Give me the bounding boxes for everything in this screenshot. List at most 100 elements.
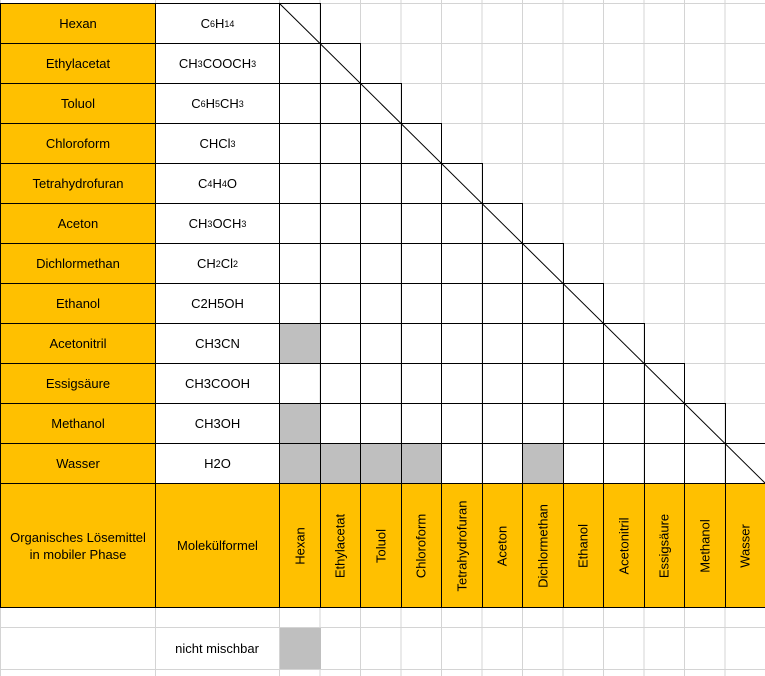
matrix-cell [603,443,645,484]
column-header-label: Essigsäure [656,513,672,578]
solvent-name-cell: Hexan [0,3,156,44]
matrix-cell [643,403,685,444]
matrix-cell [360,203,402,244]
solvent-name-cell: Aceton [0,203,156,244]
matrix-cell [481,323,523,364]
column-header-label: Tetrahydrofuran [454,499,470,592]
matrix-cell [400,123,442,164]
column-header-label: Aceton [494,525,510,566]
matrix-cell [562,323,604,364]
formula-cell: CH 3 COOCH 3 [155,43,280,84]
legend-swatch [280,628,321,669]
matrix-cell [400,163,442,204]
immiscible-cell [400,443,442,484]
column-header-label: Toluol [373,528,389,563]
solvent-name-cell: Tetrahydrofuran [0,163,156,204]
matrix-cell [643,443,685,484]
column-header: Acetonitril [603,483,645,608]
column-header-label: Chloroform [413,513,429,578]
matrix-cell [400,403,442,444]
column-header-label: Hexan [292,526,308,565]
matrix-cell [684,403,726,444]
matrix-cell [279,123,321,164]
immiscible-cell [360,443,402,484]
immiscible-cell [319,443,361,484]
solvent-name-cell: Methanol [0,403,156,444]
solvent-name-cell: Wasser [0,443,156,484]
matrix-cell [481,363,523,404]
matrix-cell [279,363,321,404]
matrix-cell [279,3,321,44]
column-header: Aceton [481,483,523,608]
header-formula-label: Molekülformel [155,483,280,608]
matrix-cell [319,323,361,364]
column-header-label: Ethanol [575,523,591,568]
matrix-cell [319,83,361,124]
formula-cell: C 6 H 14 [155,3,280,44]
formula-cell: CHCl 3 [155,123,280,164]
matrix-cell [522,403,564,444]
solvent-name-cell: Chloroform [0,123,156,164]
matrix-cell [562,283,604,324]
matrix-cell [279,283,321,324]
formula-cell: CH3COOH [155,363,280,404]
matrix-cell [319,203,361,244]
solvent-name-cell: Ethanol [0,283,156,324]
matrix-cell [603,403,645,444]
matrix-cell [319,243,361,284]
matrix-cell [441,283,483,324]
matrix-cell [562,443,604,484]
matrix-cell [481,243,523,284]
matrix-cell [684,443,726,484]
matrix-cell [279,163,321,204]
matrix-cell [360,403,402,444]
column-header: Methanol [684,483,726,608]
matrix-cell [481,443,523,484]
matrix-cell [441,403,483,444]
matrix-cell [360,363,402,404]
column-header-label: Methanol [697,518,713,573]
matrix-cell [360,243,402,284]
matrix-cell [603,363,645,404]
formula-cell: C2H5OH [155,283,280,324]
immiscible-cell [522,443,564,484]
matrix-cell [319,363,361,404]
column-header-label: Ethylacetat [332,513,348,578]
matrix-cell [441,323,483,364]
matrix-cell [441,363,483,404]
solvent-name-cell: Essigsäure [0,363,156,404]
column-header-label: Acetonitril [616,516,632,575]
matrix-cell [522,243,564,284]
matrix-cell [481,203,523,244]
column-header: Ethylacetat [319,483,361,608]
matrix-cell [441,443,483,484]
column-header-label: Wasser [737,523,753,568]
immiscible-cell [279,443,321,484]
matrix-cell [522,283,564,324]
matrix-cell [441,203,483,244]
matrix-cell [319,163,361,204]
matrix-cell [400,283,442,324]
matrix-cell [562,403,604,444]
formula-cell: CH 2 Cl 2 [155,243,280,284]
immiscible-cell [279,403,321,444]
column-header: Ethanol [562,483,604,608]
matrix-cell [400,363,442,404]
matrix-cell [562,363,604,404]
matrix-cell [522,363,564,404]
matrix-cell [319,403,361,444]
matrix-cell [279,83,321,124]
matrix-cell [441,243,483,284]
formula-cell: H2O [155,443,280,484]
matrix-cell [481,403,523,444]
matrix-cell [360,123,402,164]
column-header: Chloroform [400,483,442,608]
matrix-cell [279,203,321,244]
solvent-name-cell: Dichlormethan [0,243,156,284]
matrix-cell [400,323,442,364]
matrix-cell [319,43,361,84]
column-header: Essigsäure [643,483,685,608]
matrix-cell [643,363,685,404]
